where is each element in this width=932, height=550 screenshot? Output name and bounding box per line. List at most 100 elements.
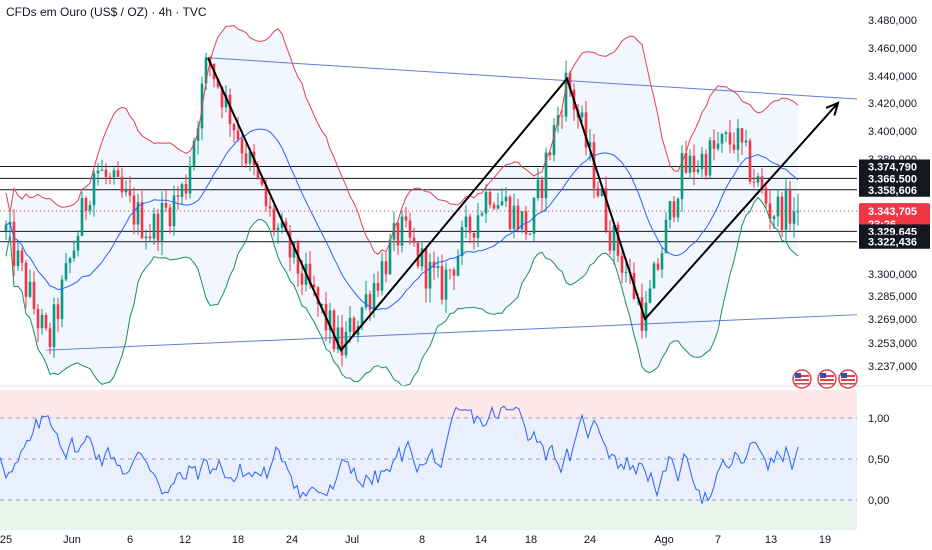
candle-body xyxy=(480,213,484,216)
symbol-title: CFDs em Ouro (US$ / OZ) xyxy=(6,5,149,19)
candle-body xyxy=(20,250,24,263)
candle-body xyxy=(152,213,156,239)
candle-body xyxy=(484,192,488,214)
candle-body xyxy=(408,220,412,238)
candle-body xyxy=(648,288,652,303)
candle-body xyxy=(452,269,456,276)
candle-body xyxy=(100,169,104,171)
candle-body xyxy=(160,202,164,241)
candle-body xyxy=(568,72,572,90)
candle-body xyxy=(4,224,8,231)
candle-body xyxy=(248,151,252,164)
price-level-badge[interactable] xyxy=(859,159,930,174)
candle-body xyxy=(792,211,796,224)
candle-body xyxy=(168,207,172,227)
candle-body xyxy=(448,269,452,271)
candle-body xyxy=(244,153,248,164)
candle-body xyxy=(548,152,552,156)
candle-body xyxy=(372,283,376,310)
candle-body xyxy=(500,201,504,206)
candle-body xyxy=(604,188,608,231)
date-axis-tick-label: 6 xyxy=(127,534,133,546)
zigzag-pattern-line[interactable] xyxy=(207,57,839,353)
candle-body xyxy=(768,203,772,220)
candle-body xyxy=(308,263,312,285)
candle-body xyxy=(608,230,612,251)
candle-body xyxy=(348,317,352,332)
candle-body xyxy=(784,190,788,230)
candle-body xyxy=(88,205,92,211)
channel-upper-line[interactable] xyxy=(207,57,858,100)
candle-body xyxy=(420,248,424,267)
candle-body xyxy=(140,202,144,239)
price-level-badge[interactable] xyxy=(859,182,930,197)
candle-body xyxy=(228,94,232,124)
candle-body xyxy=(476,215,480,238)
candle-body xyxy=(416,242,420,267)
candle-body xyxy=(508,196,512,229)
price-label-layer: 3.374,7903.366,5003.358,6063.343,70523:2… xyxy=(859,159,930,249)
candle-body xyxy=(172,195,176,227)
candle-body xyxy=(340,327,344,356)
candle-body xyxy=(716,143,720,149)
price-axis-tick-label: 3.237,000 xyxy=(868,361,917,373)
price-level-badge[interactable] xyxy=(859,234,930,249)
candle-body xyxy=(640,297,644,331)
bollinger-fill xyxy=(6,25,798,386)
candle-body xyxy=(540,179,544,199)
candle-body xyxy=(24,262,28,297)
candle-body xyxy=(12,221,16,266)
event-flags[interactable] xyxy=(792,369,858,389)
candle-body xyxy=(412,237,416,243)
candle-body xyxy=(92,173,96,206)
price-axis-tick-label: 3.253,000 xyxy=(868,338,917,350)
price-axis-tick-label: 3.440,000 xyxy=(868,71,917,83)
oscillator-axis-tick-label: 0,00 xyxy=(868,495,889,507)
price-level-label: 3.322,436 xyxy=(868,237,917,249)
price-level-label: 3.358,606 xyxy=(868,185,917,197)
candle-body xyxy=(80,198,84,236)
us-flag-icon[interactable] xyxy=(817,369,837,389)
candle-body xyxy=(112,170,116,178)
oscillator-axis-tick-label: 0,50 xyxy=(868,454,889,466)
candle-body xyxy=(656,263,660,270)
chart-title: CFDs em Ouro (US$ / OZ) · 4h · TVC xyxy=(6,5,207,19)
channel-lower-line[interactable] xyxy=(45,314,858,351)
candle-body xyxy=(552,125,556,156)
candle-body xyxy=(752,181,756,183)
date-axis-tick-label: 25 xyxy=(0,534,12,546)
price-axis-tick-label: 3.460,000 xyxy=(868,43,917,55)
candle-body xyxy=(56,304,60,320)
candle-body xyxy=(684,153,688,173)
candle-body xyxy=(688,155,692,173)
candle-body xyxy=(232,123,236,131)
date-axis-tick-label: 19 xyxy=(819,534,831,546)
last-price-badge[interactable] xyxy=(859,203,930,232)
candle-body xyxy=(496,205,500,209)
candle-body xyxy=(756,176,760,183)
date-axis-tick-label: Jul xyxy=(345,534,359,546)
candle-body xyxy=(616,224,620,256)
date-axis-tick-label: 14 xyxy=(475,534,487,546)
candle-body xyxy=(136,202,140,225)
candle-body xyxy=(544,152,548,199)
candle-body xyxy=(72,250,76,259)
candle-body xyxy=(272,208,276,231)
candle-body xyxy=(320,303,324,305)
price-level-badge[interactable] xyxy=(859,171,930,186)
us-flag-icon[interactable] xyxy=(792,369,812,389)
main-layer xyxy=(0,25,858,387)
price-axis-tick-label: 3.269,000 xyxy=(868,314,917,326)
interval-label[interactable]: 4h xyxy=(158,5,173,19)
us-flag-icon[interactable] xyxy=(838,369,858,389)
title-sep-2: · xyxy=(175,5,183,19)
date-axis-tick-label: 24 xyxy=(584,534,596,546)
candle-body xyxy=(36,309,40,329)
candle-body xyxy=(116,170,120,177)
candle-body xyxy=(204,57,208,84)
date-axis-tick-label: Jun xyxy=(63,534,81,546)
candle-body xyxy=(600,188,604,196)
candle-body xyxy=(64,263,68,280)
candle-body xyxy=(464,216,468,228)
